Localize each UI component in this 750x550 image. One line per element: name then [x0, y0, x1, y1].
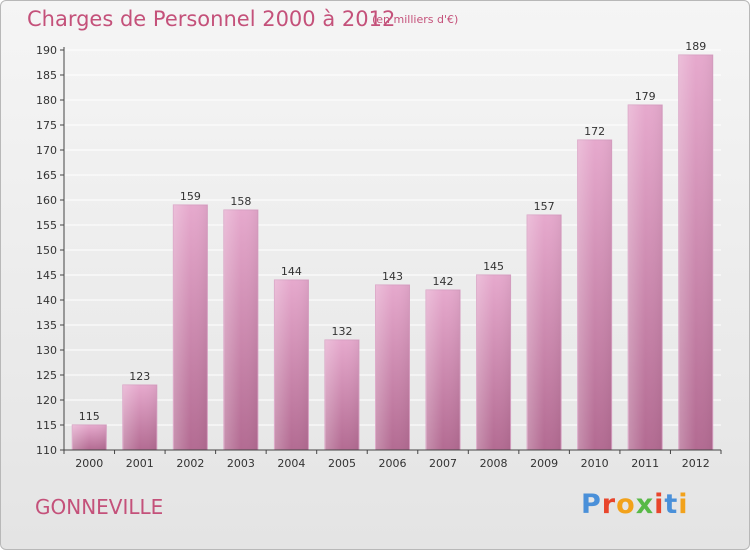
x-tick-label: 2010 — [581, 457, 609, 470]
bar-shine — [274, 280, 309, 450]
y-tick-label: 165 — [36, 169, 57, 182]
chart-subtitle: (en milliers d'€) — [372, 13, 459, 26]
x-tick-label: 2003 — [227, 457, 255, 470]
y-tick-label: 150 — [36, 244, 57, 257]
x-tick-label: 2002 — [176, 457, 204, 470]
value-label: 179 — [635, 90, 656, 103]
bars — [71, 54, 714, 451]
bar-shine — [324, 340, 359, 450]
bar-shine — [426, 290, 461, 450]
logo-letter: r — [601, 489, 617, 520]
x-tick-label: 2006 — [379, 457, 407, 470]
bar-shine — [375, 285, 410, 450]
x-tick-label: 2011 — [631, 457, 659, 470]
value-label: 145 — [483, 260, 504, 273]
value-label: 189 — [685, 40, 706, 53]
y-tick-label: 120 — [36, 394, 57, 407]
y-tick-label: 125 — [36, 369, 57, 382]
value-label: 158 — [230, 195, 251, 208]
bar-shine — [122, 385, 157, 450]
bar-shine — [476, 275, 511, 450]
logo-letter: i — [654, 489, 665, 520]
x-tick-label: 2008 — [480, 457, 508, 470]
y-tick-label: 155 — [36, 219, 57, 232]
bar-shine — [173, 205, 208, 450]
axes — [60, 47, 722, 454]
logo-letter: o — [616, 489, 636, 520]
y-tick-label: 145 — [36, 269, 57, 282]
y-tick-label: 180 — [36, 94, 57, 107]
labels: 110 115 120 125 130 135 140 145 150 155 160 165 170 1… — [36, 40, 710, 470]
value-label: 159 — [180, 190, 201, 203]
bar-shine — [223, 210, 258, 450]
logo-letter: x — [635, 489, 655, 520]
y-tick-label: 170 — [36, 144, 57, 157]
bar-shine — [72, 425, 107, 450]
logo-letter: P — [581, 489, 602, 520]
chart-title: Charges de Personnel 2000 à 2012 — [27, 7, 396, 31]
y-tick-label: 140 — [36, 294, 57, 307]
value-label: 142 — [433, 275, 454, 288]
y-tick-label: 135 — [36, 319, 57, 332]
x-tick-label: 2000 — [75, 457, 103, 470]
value-label: 172 — [584, 125, 605, 138]
x-tick-label: 2005 — [328, 457, 356, 470]
y-tick-label: 160 — [36, 194, 57, 207]
x-tick-label: 2007 — [429, 457, 457, 470]
y-tick-label: 190 — [36, 44, 57, 57]
bar-shine — [678, 55, 713, 450]
value-label: 157 — [534, 200, 555, 213]
value-label: 123 — [129, 370, 150, 383]
logo-letter: t — [664, 489, 679, 520]
y-tick-label: 130 — [36, 344, 57, 357]
y-tick-label: 115 — [36, 419, 57, 432]
value-label: 143 — [382, 270, 403, 283]
y-tick-label: 110 — [36, 444, 57, 457]
value-label: 144 — [281, 265, 302, 278]
logo-letter: i — [678, 489, 689, 520]
value-label: 132 — [331, 325, 352, 338]
bar-shine — [628, 105, 663, 450]
commune-name: GONNEVILLE — [35, 495, 164, 519]
x-tick-label: 2004 — [277, 457, 305, 470]
x-tick-label: 2001 — [126, 457, 154, 470]
y-tick-label: 185 — [36, 69, 57, 82]
y-tick-label: 175 — [36, 119, 57, 132]
bar-shine — [527, 215, 562, 450]
x-tick-label: 2009 — [530, 457, 558, 470]
x-tick-label: 2012 — [682, 457, 710, 470]
bar-shine — [577, 140, 612, 450]
value-label: 115 — [79, 410, 100, 423]
proxiti-logo[interactable]: Proxiti — [581, 489, 689, 520]
